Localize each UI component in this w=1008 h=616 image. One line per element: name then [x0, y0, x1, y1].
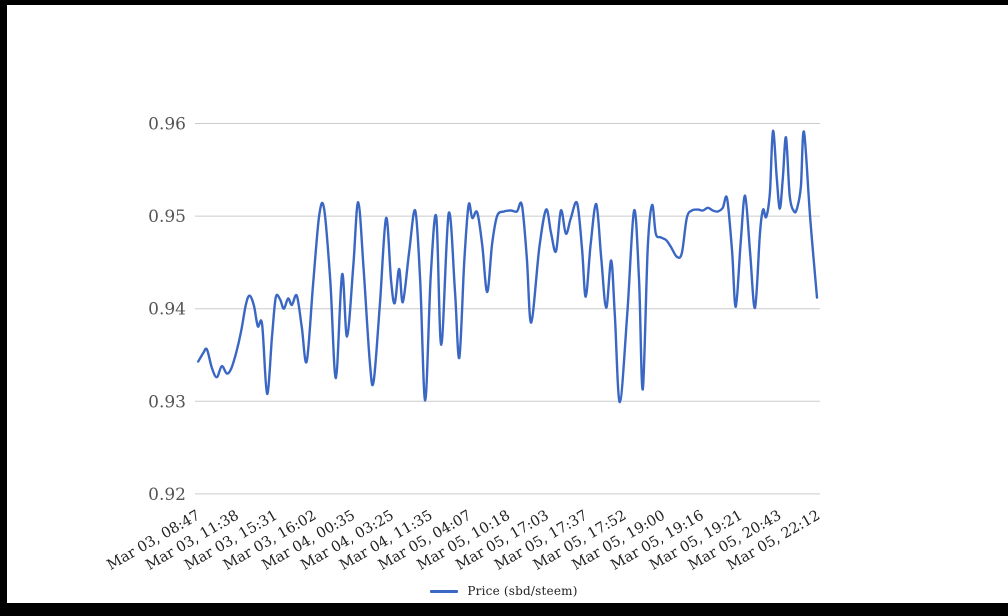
frame-border-bottom: [0, 603, 1008, 616]
frame-border-left: [0, 0, 7, 616]
y-axis-label: 0.93: [148, 392, 186, 412]
y-axis-label: 0.96: [148, 115, 186, 135]
y-axis-label: 0.92: [148, 485, 186, 505]
legend-label: Price (sbd/steem): [467, 584, 578, 598]
legend-line-swatch: [430, 589, 459, 593]
price-line-series: [197, 129, 819, 404]
frame-border-top: [0, 0, 1008, 5]
legend: Price (sbd/steem): [0, 583, 1008, 599]
y-axis-label: 0.94: [148, 300, 186, 320]
y-axis-label: 0.95: [148, 207, 186, 227]
